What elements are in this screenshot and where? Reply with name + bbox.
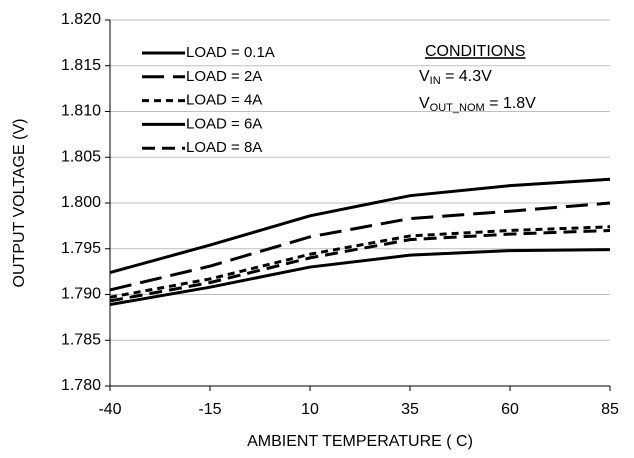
legend-label: LOAD = 8A xyxy=(186,139,262,156)
annotation-sub: OUT_NOM xyxy=(430,102,485,114)
annotation: VIN = 4.3V xyxy=(419,68,492,87)
legend-label: LOAD = 2A xyxy=(186,68,262,85)
x-tick-label: 35 xyxy=(401,401,419,418)
series-line xyxy=(109,248,611,307)
y-tick-label: 1.780 xyxy=(61,377,101,394)
y-tick-label: 1.795 xyxy=(61,240,101,257)
x-tick-label: 10 xyxy=(301,401,319,418)
legend: LOAD = 0.1A LOAD = 2A LOAD = 4A LOAD = 6A LO… xyxy=(142,44,275,156)
x-tick-label: -40 xyxy=(98,401,121,418)
x-tick-label: -15 xyxy=(198,401,221,418)
x-tick-label: 60 xyxy=(501,401,519,418)
annotation-sub: IN xyxy=(430,75,441,87)
y-tick-label: 1.815 xyxy=(61,57,101,74)
y-tick-label: 1.800 xyxy=(61,194,101,211)
series-line xyxy=(109,201,611,292)
y-tick-label: 1.820 xyxy=(61,11,101,28)
legend-label: LOAD = 4A xyxy=(186,92,262,109)
annotation-main: V xyxy=(419,95,430,112)
annotation: VOUT_NOM = 1.8V xyxy=(419,95,536,114)
y-axis-label: OUTPUT VOLTAGE (V) xyxy=(11,119,28,288)
legend-label: LOAD = 6A xyxy=(186,115,262,132)
annotation-title: CONDITIONS xyxy=(425,43,525,60)
series-line xyxy=(109,177,611,274)
annotation-rest: = 1.8V xyxy=(485,95,536,112)
y-tick-label: 1.810 xyxy=(61,103,101,120)
annotation-rest: = 4.3V xyxy=(441,68,492,85)
series-line xyxy=(109,228,611,303)
y-tick-label: 1.790 xyxy=(61,286,101,303)
series-line xyxy=(109,225,611,299)
y-tick-label: 1.805 xyxy=(61,148,101,165)
annotation-main: V xyxy=(419,68,430,85)
y-tick-label: 1.785 xyxy=(61,331,101,348)
x-axis-label: AMBIENT TEMPERATURE ( C) xyxy=(247,433,473,450)
x-tick-label: 85 xyxy=(601,401,619,418)
legend-label: LOAD = 0.1A xyxy=(186,44,275,61)
